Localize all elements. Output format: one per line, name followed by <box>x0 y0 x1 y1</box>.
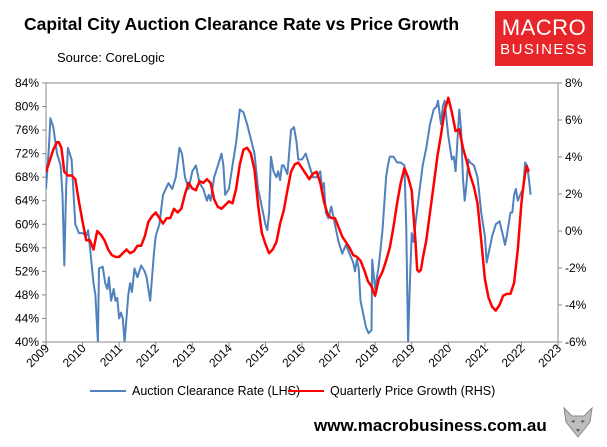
chart-legend: Auction Clearance Rate (LHS) Quarterly P… <box>0 384 607 404</box>
chart-source: Source: CoreLogic <box>57 50 165 65</box>
right-axis-tick-label: 8% <box>565 76 583 90</box>
left-axis-tick-label: 56% <box>15 241 39 255</box>
legend-label-price: Quarterly Price Growth (RHS) <box>330 384 496 398</box>
chart-title: Capital City Auction Clearance Rate vs P… <box>24 14 460 34</box>
right-axis-tick-label: 0% <box>565 224 583 238</box>
left-axis-tick-label: 76% <box>15 123 39 137</box>
logo-line-2: BUSINESS <box>500 41 588 58</box>
x-axis-tick-label: 2020 <box>426 341 455 370</box>
left-axis-tick-label: 44% <box>15 311 39 325</box>
left-axis-tick-label: 40% <box>15 335 39 349</box>
x-axis-tick-label: 2013 <box>170 341 199 370</box>
left-axis-tick-label: 68% <box>15 170 39 184</box>
right-axis-tick-label: -2% <box>565 261 587 275</box>
right-axis-tick-label: -6% <box>565 335 587 349</box>
macrobusiness-logo: MACRO BUSINESS <box>495 11 593 66</box>
legend-item-clearance: Auction Clearance Rate (LHS) <box>90 384 300 398</box>
left-axis-tick-label: 60% <box>15 217 39 231</box>
legend-label-clearance: Auction Clearance Rate (LHS) <box>132 384 301 398</box>
series-line-price-growth <box>46 96 530 312</box>
x-axis-tick-label: 2016 <box>279 341 308 370</box>
right-axis-tick-label: 2% <box>565 187 583 201</box>
wolf-logo-icon <box>563 406 593 438</box>
x-axis-tick-label: 2021 <box>462 341 491 370</box>
logo-line-1: MACRO <box>501 15 587 40</box>
x-axis-tick-label: 2017 <box>316 341 345 370</box>
x-axis-tick-label: 2022 <box>499 341 528 370</box>
legend-swatch-clearance <box>90 390 126 392</box>
x-axis-tick-label: 2018 <box>352 341 381 370</box>
x-axis-tick-label: 2023 <box>535 341 564 370</box>
website-url: www.macrobusiness.com.au <box>314 416 547 435</box>
left-axis-tick-label: 52% <box>15 264 39 278</box>
right-axis-tick-label: -4% <box>565 298 587 312</box>
legend-item-price: Quarterly Price Growth (RHS) <box>288 384 495 398</box>
right-axis-tick-label: 4% <box>565 150 583 164</box>
x-axis-tick-label: 2019 <box>389 341 418 370</box>
left-axis-tick-label: 48% <box>15 288 39 302</box>
x-axis-tick-label: 2015 <box>243 341 272 370</box>
left-axis-tick-label: 80% <box>15 100 39 114</box>
left-axis-tick-label: 64% <box>15 194 39 208</box>
x-axis-tick-label: 2011 <box>97 341 125 369</box>
legend-swatch-price <box>288 390 324 392</box>
x-axis-tick-label: 2012 <box>133 341 162 370</box>
x-axis-tick-label: 2010 <box>60 341 89 370</box>
left-axis-tick-label: 72% <box>15 147 39 161</box>
left-axis-tick-label: 84% <box>15 76 39 90</box>
series-line-clearance-rate <box>46 99 532 342</box>
right-axis-tick-label: 6% <box>565 113 583 127</box>
x-axis-tick-label: 2014 <box>206 341 235 370</box>
